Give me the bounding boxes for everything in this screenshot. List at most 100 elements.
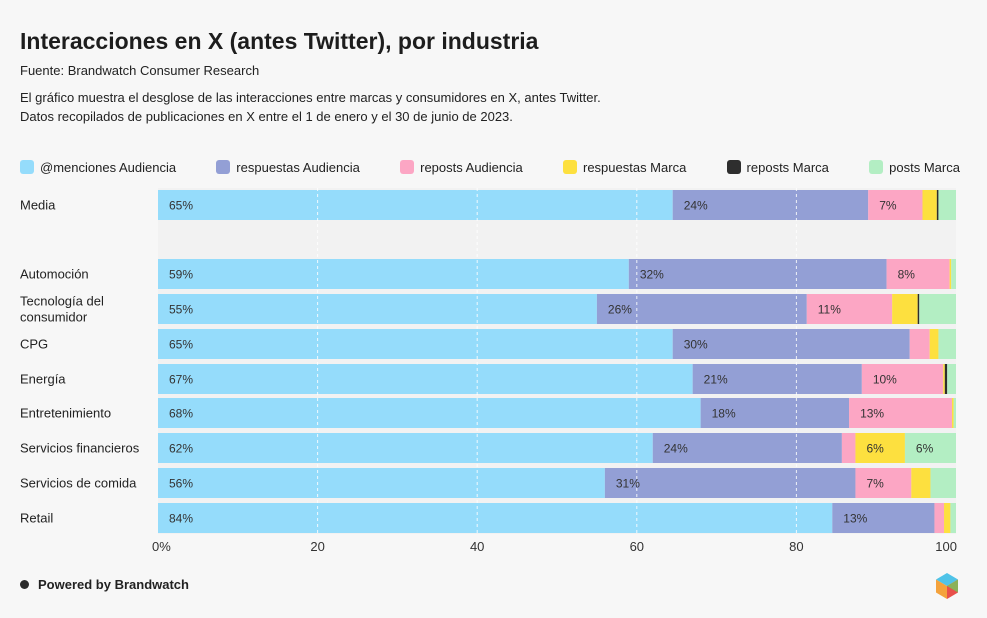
legend-swatch	[400, 160, 415, 174]
bar-segment	[158, 364, 693, 394]
data-label: 56%	[169, 477, 193, 491]
chart-title: Interacciones en X (antes Twitter), por …	[20, 28, 539, 54]
data-label: 7%	[866, 477, 884, 491]
bar-segment	[700, 398, 850, 428]
category-label: Entretenimiento	[20, 406, 111, 421]
legend-item-replies-brand: respuestas Marca	[562, 160, 686, 175]
bar-segment	[158, 468, 605, 498]
data-label: 24%	[684, 199, 708, 213]
legend-label: reposts Marca	[746, 159, 829, 175]
legend-label: posts Marca	[889, 159, 960, 175]
bar-segment	[951, 259, 956, 289]
category-label: Automoción	[20, 267, 89, 282]
bar-segment	[944, 364, 948, 394]
bar-segment	[929, 329, 939, 359]
data-label: 13%	[860, 407, 884, 421]
bullet-icon	[20, 580, 29, 589]
bar-segment	[917, 294, 920, 324]
category-label: Servicios financieros	[20, 441, 140, 456]
bar-segment	[943, 364, 945, 394]
data-label: 67%	[169, 373, 193, 387]
x-tick-label: 20	[310, 539, 324, 554]
category-label: Media	[20, 198, 56, 213]
bar-segment	[904, 433, 956, 463]
chart-description: El gráfico muestra el desglose de las in…	[20, 88, 720, 126]
bar-segment	[947, 364, 956, 394]
bar-segment	[892, 294, 918, 324]
legend-item-posts-brand: posts Marca	[869, 160, 960, 175]
bar-segment	[936, 190, 939, 220]
data-label: 13%	[843, 512, 867, 526]
bar-segment	[911, 468, 931, 498]
data-label: 65%	[169, 338, 193, 352]
bar-segment	[949, 259, 952, 289]
data-label: 6%	[916, 442, 934, 456]
legend-swatch	[20, 160, 34, 174]
data-label: 10%	[873, 373, 897, 387]
bar-segment	[938, 190, 956, 220]
chart-legend: @menciones Audiencia respuestas Audienci…	[20, 158, 960, 176]
bar-segment	[930, 468, 956, 498]
legend-item-mentions-audience: @menciones Audiencia	[20, 160, 176, 175]
legend-label: reposts Audiencia	[420, 159, 523, 175]
source-note: Fuente: Brandwatch Consumer Research	[20, 63, 260, 78]
bar-segment	[855, 468, 912, 498]
bar-segment	[596, 294, 807, 324]
legend-label: respuestas Audiencia	[236, 159, 360, 175]
category-label: Retail	[20, 511, 53, 526]
data-label: 55%	[169, 303, 193, 317]
data-label: 32%	[640, 268, 664, 282]
bar-segment	[628, 259, 887, 289]
legend-swatch	[216, 160, 231, 174]
legend-item-replies-audience: respuestas Audiencia	[216, 160, 360, 175]
bar-segment	[953, 398, 956, 428]
bar-segment	[868, 190, 923, 220]
bar-segment	[604, 468, 856, 498]
footer: Powered by Brandwatch	[20, 577, 189, 592]
data-label: 59%	[169, 268, 193, 282]
legend-item-reposts-brand: reposts Marca	[726, 159, 829, 175]
description-line-2: Datos recopilados de publicaciones en X …	[20, 109, 513, 124]
category-label: CPG	[20, 337, 48, 352]
bar-segment	[934, 503, 945, 533]
bar-segment	[952, 398, 954, 428]
legend-label: @menciones Audiencia	[40, 159, 177, 175]
x-tick-label: 80	[789, 539, 803, 554]
data-label: 65%	[169, 199, 193, 213]
data-label: 21%	[704, 373, 728, 387]
bar-segment	[841, 433, 856, 463]
bar-segment	[692, 364, 862, 394]
bar-segment	[672, 329, 910, 359]
footer-label: Powered by Brandwatch	[38, 577, 189, 592]
stacked-bar-chart: 65% 24% 7% 59% 32% 8% 55% 26% 11% 65% 30% 67% 21% 10%…	[20, 188, 957, 554]
data-label: 18%	[712, 407, 736, 421]
legend-item-reposts-audience: reposts Audiencia	[400, 160, 523, 175]
bar-segment	[849, 398, 953, 428]
data-label: 6%	[866, 442, 884, 456]
bar-segment	[950, 503, 956, 533]
bar-segment	[806, 294, 893, 324]
bar-segment	[158, 259, 629, 289]
x-tick-label: 100	[935, 539, 957, 554]
description-line-1: El gráfico muestra el desglose de las in…	[20, 90, 601, 105]
brandwatch-logo-icon	[936, 573, 958, 599]
data-label: 11%	[818, 303, 841, 317]
bar-segment	[672, 190, 869, 220]
data-label: 31%	[616, 477, 640, 491]
bar-segment	[158, 329, 673, 359]
x-tick-label: 60	[630, 539, 644, 554]
bar-segment	[861, 364, 944, 394]
data-label: 8%	[898, 268, 916, 282]
bar-segment	[909, 329, 930, 359]
data-label: 68%	[169, 407, 193, 421]
category-label: Tecnología del consumidor	[20, 294, 104, 325]
bar-segment	[919, 294, 956, 324]
bar-segment	[922, 190, 937, 220]
legend-swatch	[562, 160, 577, 174]
data-label: 7%	[879, 199, 897, 213]
bar-segment	[886, 259, 950, 289]
bar-segment	[158, 190, 673, 220]
category-label: Energía	[20, 372, 66, 387]
bar-segment	[944, 503, 951, 533]
data-label: 84%	[169, 512, 193, 526]
